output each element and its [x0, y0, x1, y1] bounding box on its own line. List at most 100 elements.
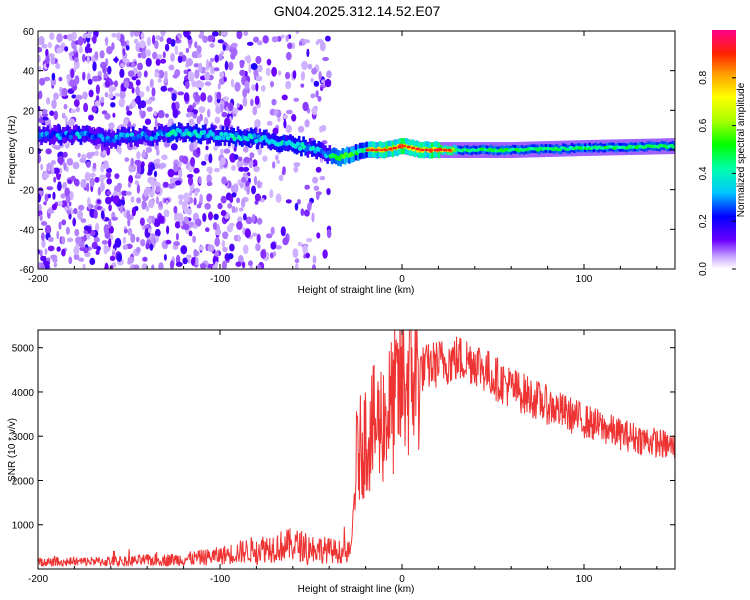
spectrogram-noise-cell	[103, 72, 109, 79]
spectrogram-noise-cell	[103, 244, 108, 254]
spectrogram-noise-cell	[186, 254, 192, 259]
spectrogram-noise-cell	[123, 119, 129, 127]
spectrogram-noise-cell	[172, 108, 179, 119]
spectrogram-ridge-cell	[221, 135, 226, 141]
spectrogram-noise-cell	[231, 48, 238, 57]
spectrogram-noise-cell	[166, 225, 170, 235]
spectrogram-noise-cell	[40, 221, 48, 226]
spectrogram-noise-cell	[266, 120, 273, 126]
spectrogram-noise-cell	[213, 67, 220, 72]
spectrogram-noise-cell	[99, 174, 106, 181]
spectrogram-noise-cell	[72, 161, 80, 170]
spectrogram-noise-cell	[82, 71, 86, 81]
spectrogram-noise-cell	[56, 230, 60, 240]
spectrogram-noise-cell	[214, 237, 220, 247]
spectrogram-noise-cell	[104, 80, 110, 88]
spectrogram-noise-cell	[236, 103, 240, 108]
spectrogram-noise-cell	[204, 71, 211, 81]
spectrogram-noise-cell	[178, 169, 183, 179]
spectrogram-noise-cell	[145, 85, 150, 92]
spectrogram-noise-cell	[254, 119, 261, 128]
spectrogram-noise-cell	[100, 182, 105, 192]
spectrogram-noise-cell	[147, 176, 155, 184]
spectrogram-noise-cell	[236, 197, 241, 204]
spectrogram-noise-cell	[77, 36, 84, 46]
spectrogram-noise-cell	[47, 208, 55, 214]
spectrogram-noise-cell	[213, 145, 218, 151]
spectrogram-noise-cell	[229, 243, 235, 252]
spectrogram-noise-cell	[120, 35, 125, 45]
spectrogram-ridge-cell	[193, 129, 198, 135]
spectrogram-noise-cell	[246, 41, 254, 46]
spectrogram-noise-cell	[47, 236, 54, 242]
spectrogram-noise-cell	[260, 85, 266, 92]
spectrogram-noise-cell	[135, 246, 141, 253]
spectrogram-noise-cell	[135, 236, 140, 243]
snr-ytick-label: 1000	[12, 521, 35, 532]
spectrogram-noise-cell	[64, 46, 69, 52]
spectrogram-noise-cell	[187, 175, 194, 186]
spectrogram-noise-cell	[297, 199, 301, 205]
spectrogram-noise-cell	[195, 218, 202, 227]
spectrogram-noise-cell	[58, 221, 62, 230]
spectrogram-noise-cell	[73, 99, 80, 108]
spectrogram-noise-cell	[174, 221, 181, 229]
spectrogram-noise-cell	[137, 52, 142, 59]
spectrogram-noise-cell	[201, 160, 207, 166]
spectrogram-noise-cell	[57, 156, 64, 165]
spectrogram-noise-cell	[112, 112, 116, 118]
spectrogram-noise-cell	[121, 190, 128, 196]
spectrogram-noise-cell	[303, 209, 310, 217]
spectrogram-noise-cell	[242, 244, 249, 255]
spectrogram-noise-cell	[159, 36, 164, 42]
spectrogram-noise-cell	[193, 63, 200, 68]
spectrogram-noise-cell	[316, 232, 321, 239]
colorbar-tick-label: 0.2	[698, 214, 709, 228]
spectrogram-noise-cell	[44, 248, 48, 256]
spectrogram-noise-cell	[303, 39, 311, 44]
spectrogram-noise-cell	[304, 119, 310, 128]
spectrogram-noise-cell	[126, 110, 133, 116]
spectrogram-noise-cell	[157, 110, 165, 119]
spectrogram-noise-cell	[93, 209, 98, 219]
spectrogram-noise-cell	[64, 187, 70, 197]
spectrogram-noise-cell	[47, 245, 55, 252]
spectrogram-noise-cell	[49, 110, 55, 116]
spectrogram-noise-cell	[198, 176, 202, 185]
spectrogram-noise-cell	[154, 228, 161, 237]
spectrogram-xtick-label: 0	[399, 274, 405, 285]
colorbar-tick-label: 0.4	[698, 166, 709, 180]
spectrogram-noise-cell	[325, 35, 331, 42]
spectrogram-noise-cell	[169, 260, 175, 269]
spectrogram-noise-cell	[114, 237, 122, 248]
spectrogram-noise-cell	[85, 33, 92, 39]
spectrogram-noise-cell	[223, 76, 227, 82]
spectrogram-noise-cell	[255, 82, 259, 92]
spectrogram-noise-cell	[146, 106, 153, 112]
spectrogram-noise-cell	[94, 100, 101, 107]
spectrogram-noise-cell	[63, 162, 67, 171]
snr-ytick-label: 4000	[12, 388, 35, 399]
spectrogram-noise-cell	[250, 98, 254, 107]
spectrogram-noise-cell	[315, 40, 319, 46]
spectrogram-noise-cell	[246, 185, 251, 195]
spectrogram-noise-cell	[207, 108, 211, 118]
spectrogram-noise-cell	[89, 177, 95, 187]
colorbar-tick-label: 0.6	[698, 118, 709, 132]
spectrogram-noise-cell	[239, 60, 245, 69]
spectrogram-noise-cell	[265, 67, 271, 76]
spectrogram-noise-cell	[231, 205, 236, 214]
spectrogram-noise-cell	[165, 239, 172, 245]
spectrogram-noise-cell	[156, 148, 160, 156]
spectrogram-noise-cell	[136, 164, 142, 174]
spectrogram-noise-cell	[149, 78, 154, 88]
spectrogram-noise-cell	[221, 176, 228, 185]
spectrogram-xtick-label: 100	[576, 274, 593, 285]
spectrogram-noise-cell	[56, 47, 63, 54]
spectrogram-noise-cell	[217, 39, 224, 44]
spectrogram-noise-cell	[175, 232, 179, 241]
spectrogram-noise-cell	[103, 164, 110, 170]
spectrogram-noise-cell	[247, 172, 251, 177]
snr-panel: -200 -100 0 100 5000 4000 3000 2000 1000 Height …	[7, 329, 676, 595]
spectrogram-noise-cell	[166, 37, 172, 45]
